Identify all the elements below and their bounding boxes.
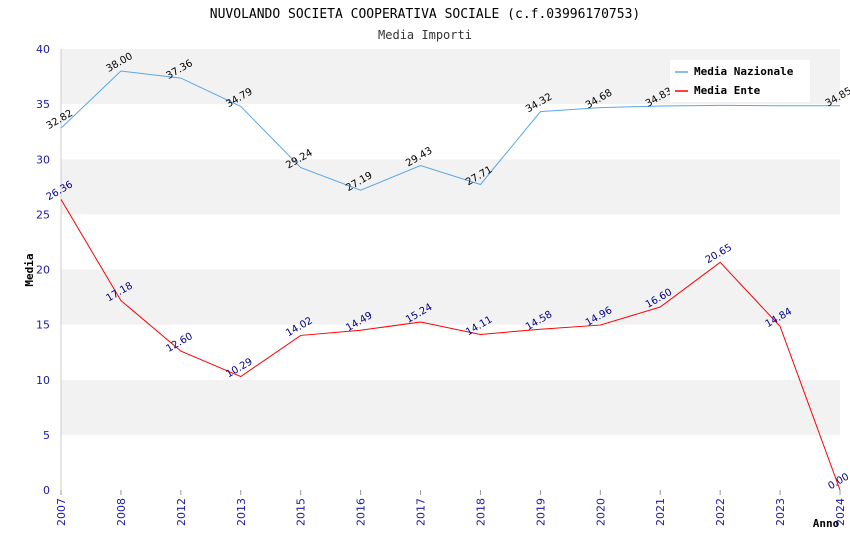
y-tick-label: 35: [36, 98, 50, 111]
grid-band: [61, 159, 840, 215]
y-tick-label: 10: [36, 374, 50, 387]
x-tick-label: 2013: [235, 498, 248, 526]
x-axis-label: Anno: [813, 517, 840, 530]
x-tick-label: 2012: [175, 498, 188, 526]
x-tick-label: 2018: [474, 498, 487, 526]
grid-band: [61, 269, 840, 325]
series-lines: [60, 70, 841, 491]
chart-title: NUVOLANDO SOCIETA COOPERATIVA SOCIALE (c…: [210, 7, 640, 22]
x-tick-label: 2015: [295, 498, 308, 526]
x-tick-label: 2007: [55, 498, 68, 526]
y-axis-label: Media: [23, 253, 36, 286]
x-tick-label: 2023: [774, 498, 787, 526]
chart-subtitle: Media Importi: [378, 28, 472, 42]
y-tick-label: 25: [36, 208, 50, 221]
x-tick-label: 2016: [355, 498, 368, 526]
grid-band: [61, 324, 840, 380]
y-tick-label: 5: [43, 429, 50, 442]
y-tick-label: 0: [43, 484, 50, 497]
background-bands: [60, 49, 840, 490]
series-line-ente: [60, 199, 841, 491]
series-line-nazionale: [60, 70, 840, 191]
y-tick-label: 15: [36, 319, 50, 332]
x-axis-ticks: 2007 2008 2012 2013 2015 2016 2017 2018 2019 2020…: [55, 490, 847, 526]
x-tick-label: 2021: [654, 498, 667, 526]
grid-band: [61, 379, 840, 435]
legend: Media Nazionale Media Ente: [670, 60, 810, 102]
y-axis-ticks: 0 5 10 15 20 25 30 35 40: [36, 43, 50, 497]
x-tick-label: 2019: [534, 498, 547, 526]
x-tick-label: 2022: [714, 498, 727, 526]
x-tick-label: 2024: [834, 498, 847, 526]
legend-box: [670, 60, 810, 102]
legend-label-ente: Media Ente: [694, 84, 761, 97]
x-tick-label: 2008: [115, 498, 128, 526]
y-tick-label: 20: [36, 264, 50, 277]
x-tick-label: 2017: [415, 498, 428, 526]
grid-band: [61, 434, 840, 490]
y-tick-label: 40: [36, 43, 50, 56]
y-tick-label: 30: [36, 153, 50, 166]
x-tick-label: 2020: [594, 498, 607, 526]
grid-band: [61, 104, 840, 160]
grid-band: [61, 214, 840, 270]
legend-label-nazionale: Media Nazionale: [694, 65, 794, 78]
